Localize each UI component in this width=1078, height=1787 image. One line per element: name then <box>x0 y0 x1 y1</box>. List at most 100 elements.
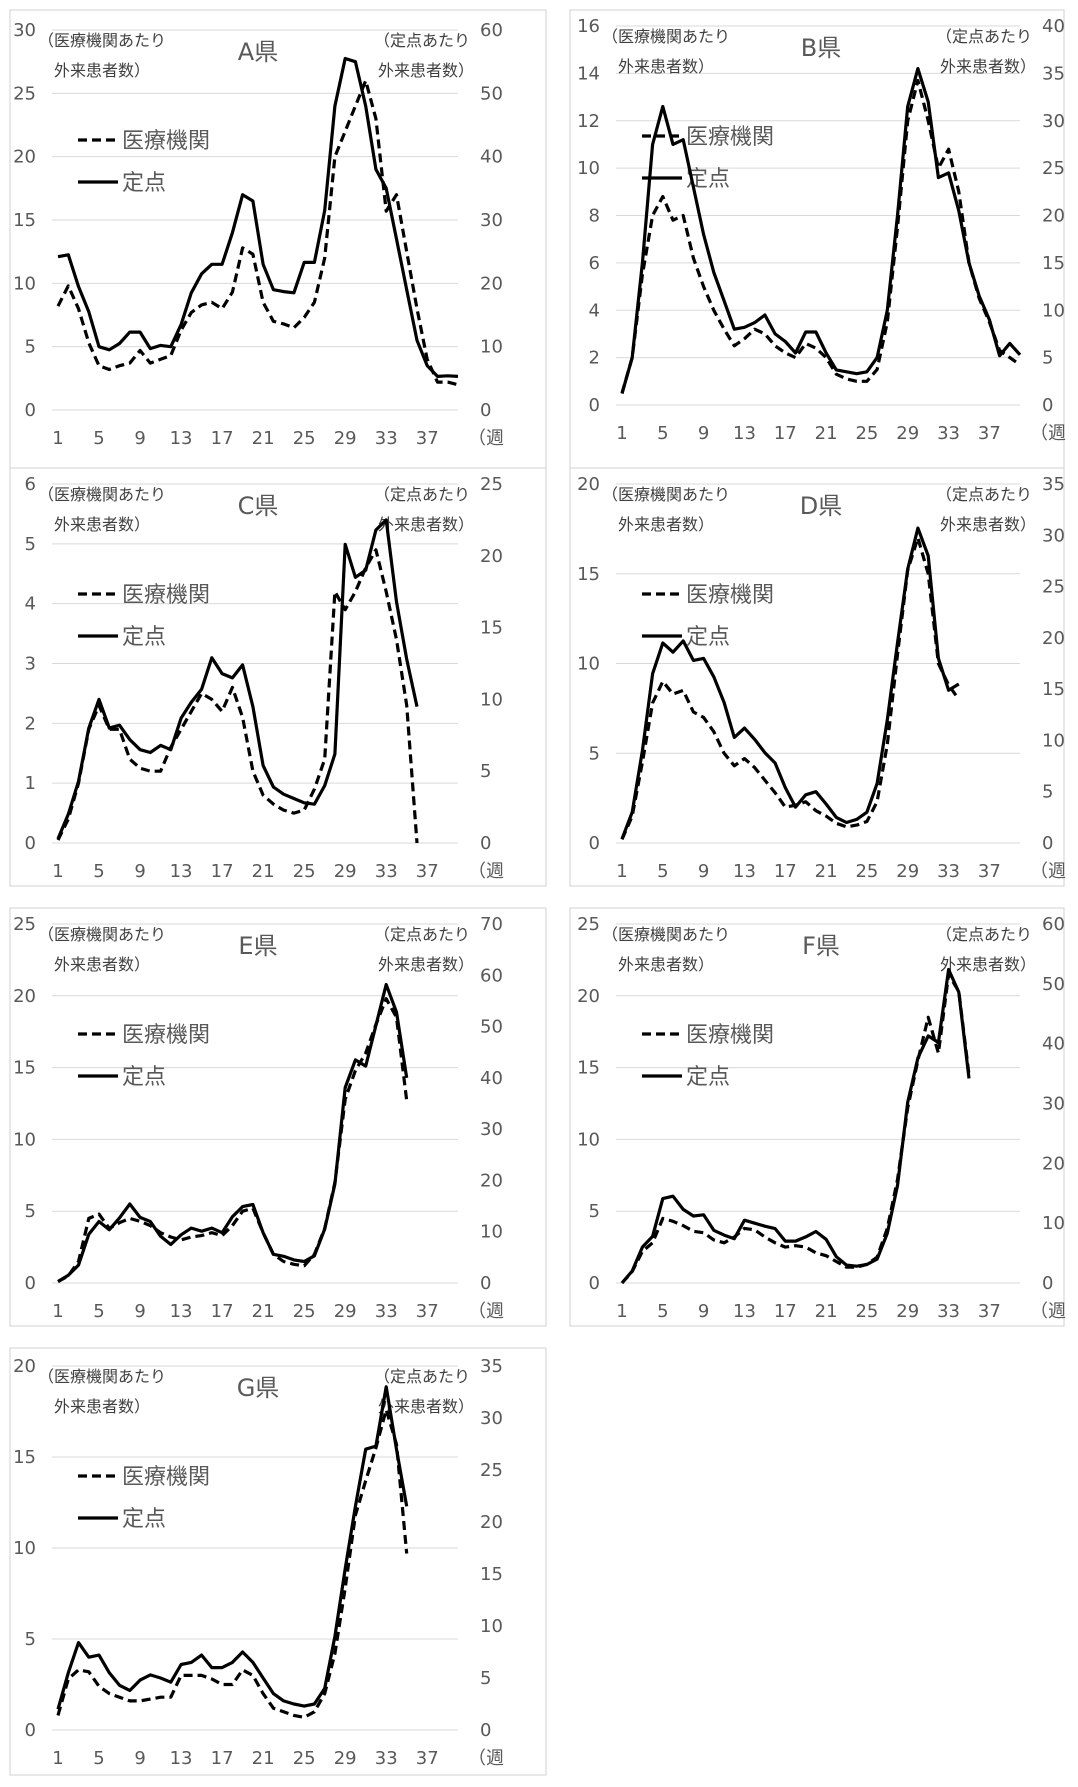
series-line-dashed <box>620 972 971 1285</box>
right-tick-label: 25 <box>480 1460 503 1481</box>
legend-label-dashed: 医療機関 <box>686 1023 774 1048</box>
x-tick-label: 29 <box>334 428 357 449</box>
x-tick-label: 25 <box>855 1301 878 1322</box>
x-tick-label: 13 <box>733 1301 756 1322</box>
x-tick-label: 25 <box>293 1301 316 1322</box>
left-tick-label: 15 <box>13 210 36 231</box>
x-tick-label: 5 <box>93 428 104 449</box>
x-tick-label: 9 <box>698 1301 709 1322</box>
series-line-dashed <box>57 997 409 1283</box>
right-tick-label: 5 <box>1042 348 1053 369</box>
x-tick-label: 1 <box>616 861 627 882</box>
x-tick-label: 17 <box>774 423 797 444</box>
left-tick-label: 30 <box>13 20 36 41</box>
right-tick-label: 25 <box>1042 577 1065 598</box>
x-tick-label: 17 <box>774 861 797 882</box>
left-tick-label: 20 <box>13 986 36 1007</box>
left-tick-label: 10 <box>13 1129 36 1150</box>
legend-label-dashed: 医療機関 <box>122 1023 210 1048</box>
legend-label-solid: 定点 <box>686 1065 730 1090</box>
right-tick-label: 20 <box>480 1170 503 1191</box>
left-tick-label: 5 <box>25 1201 36 1222</box>
legend-label-solid: 定点 <box>122 1065 166 1090</box>
left-axis-label: （医療機関あたり <box>38 31 166 50</box>
left-tick-label: 25 <box>13 914 36 935</box>
left-tick-label: 10 <box>13 273 36 294</box>
x-tick-label: 29 <box>334 1748 357 1769</box>
chart-title: F県 <box>802 932 840 960</box>
x-tick-label: 5 <box>657 1301 668 1322</box>
right-tick-label: 10 <box>480 689 503 710</box>
chart-title: A県 <box>238 38 278 66</box>
right-tick-label: 60 <box>480 965 503 986</box>
left-tick-label: 0 <box>589 1273 600 1294</box>
right-axis-label: 外来患者数） <box>378 61 474 80</box>
left-tick-label: 3 <box>25 654 36 675</box>
right-axis-label: （定点あたり <box>936 27 1032 46</box>
right-tick-label: 30 <box>1042 1094 1065 1115</box>
right-tick-label: 0 <box>1042 395 1053 416</box>
x-tick-label: 33 <box>375 861 398 882</box>
x-tick-label: 25 <box>293 861 316 882</box>
right-tick-label: 35 <box>1042 63 1065 84</box>
left-tick-label: 2 <box>589 348 600 369</box>
left-axis-label: 外来患者数） <box>54 955 150 974</box>
left-tick-label: 0 <box>589 395 600 416</box>
x-tick-label: 29 <box>896 861 919 882</box>
x-tick-label: 17 <box>211 1301 234 1322</box>
x-tick-label: 25 <box>293 428 316 449</box>
right-axis-label: （定点あたり <box>374 31 470 50</box>
x-tick-label: 1 <box>52 428 63 449</box>
x-tick-label: 37 <box>978 861 1001 882</box>
left-tick-label: 12 <box>577 111 600 132</box>
left-tick-label: 6 <box>25 474 36 495</box>
legend-label-dashed: 医療機関 <box>686 583 774 608</box>
right-tick-label: 50 <box>480 1017 503 1038</box>
legend-label-solid: 定点 <box>122 625 166 650</box>
x-unit-label: （週 <box>468 861 504 882</box>
right-tick-label: 20 <box>480 273 503 294</box>
left-tick-label: 15 <box>13 1058 36 1079</box>
right-tick-label: 0 <box>480 400 491 421</box>
left-tick-label: 5 <box>25 534 36 555</box>
right-axis-label: 外来患者数） <box>940 515 1036 534</box>
left-tick-label: 16 <box>577 16 600 37</box>
x-tick-label: 21 <box>815 1301 838 1322</box>
x-tick-label: 37 <box>416 428 439 449</box>
x-tick-label: 1 <box>52 1301 63 1322</box>
series-line-solid <box>56 518 419 840</box>
left-tick-label: 20 <box>577 474 600 495</box>
right-axis-label: 外来患者数） <box>940 955 1036 974</box>
right-tick-label: 40 <box>1042 16 1065 37</box>
right-tick-label: 50 <box>480 83 503 104</box>
left-tick-label: 4 <box>589 300 600 321</box>
x-unit-label: （週 <box>1030 1301 1066 1322</box>
left-axis-label: （医療機関あたり <box>38 485 166 504</box>
left-tick-label: 6 <box>589 253 600 274</box>
x-tick-label: 17 <box>774 1301 797 1322</box>
right-tick-label: 5 <box>480 1668 491 1689</box>
x-tick-label: 33 <box>375 428 398 449</box>
x-tick-label: 37 <box>416 861 439 882</box>
right-tick-label: 50 <box>1042 974 1065 995</box>
left-axis-label: （医療機関あたり <box>38 1367 166 1386</box>
right-tick-label: 30 <box>1042 111 1065 132</box>
series-line-dashed <box>620 78 1021 394</box>
left-axis-label: 外来患者数） <box>54 61 150 80</box>
x-tick-label: 37 <box>416 1748 439 1769</box>
right-tick-label: 20 <box>480 1512 503 1533</box>
x-tick-label: 37 <box>416 1301 439 1322</box>
right-tick-label: 0 <box>480 1720 491 1741</box>
legend-label-solid: 定点 <box>122 171 166 196</box>
left-tick-label: 0 <box>25 400 36 421</box>
right-tick-label: 10 <box>1042 300 1065 321</box>
legend-label-dashed: 医療機関 <box>122 1465 210 1490</box>
x-tick-label: 9 <box>698 861 709 882</box>
left-tick-label: 10 <box>577 654 600 675</box>
right-tick-label: 10 <box>1042 730 1065 751</box>
x-tick-label: 37 <box>978 1301 1001 1322</box>
series-line-solid <box>57 56 459 378</box>
